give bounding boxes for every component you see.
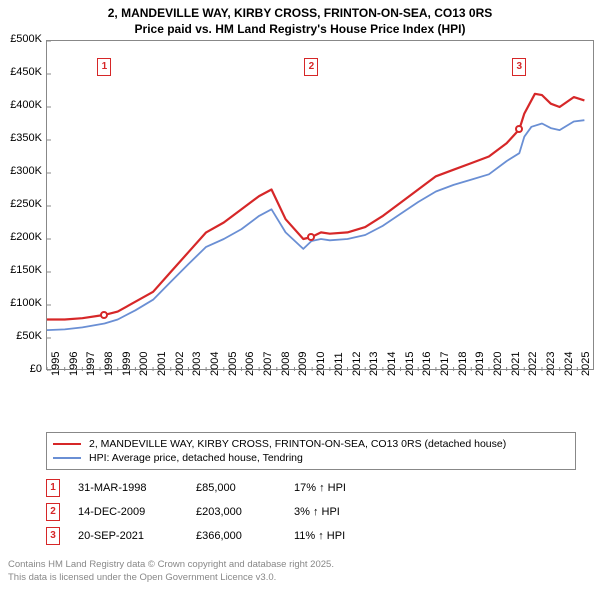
chart-marker-dot-2	[307, 233, 315, 241]
legend: 2, MANDEVILLE WAY, KIRBY CROSS, FRINTON-…	[46, 432, 576, 470]
y-tick-label: £0	[0, 363, 42, 375]
sale-diff: 3% ↑ HPI	[294, 506, 576, 518]
sale-marker: 3	[46, 527, 60, 545]
x-tick-label: 2007	[262, 352, 274, 376]
y-tick-label: £350K	[0, 132, 42, 144]
x-tick-label: 2022	[527, 352, 539, 376]
y-tick-label: £450K	[0, 66, 42, 78]
sales-table: 1 31-MAR-1998 £85,000 17% ↑ HPI 2 14-DEC-2009…	[46, 476, 576, 548]
x-tick-label: 1997	[85, 352, 97, 376]
footer-attribution: Contains HM Land Registry data © Crown c…	[8, 559, 334, 584]
x-tick-label: 2000	[138, 352, 150, 376]
legend-item: HPI: Average price, detached house, Tend…	[53, 451, 569, 465]
x-tick-label: 2005	[227, 352, 239, 376]
chart-title: 2, MANDEVILLE WAY, KIRBY CROSS, FRINTON-…	[0, 0, 600, 41]
footer-line2: This data is licensed under the Open Gov…	[8, 572, 334, 584]
sale-date: 14-DEC-2009	[78, 506, 178, 518]
sale-price: £366,000	[196, 530, 276, 542]
x-tick-label: 2018	[457, 352, 469, 376]
y-tick-label: £400K	[0, 99, 42, 111]
sale-diff: 17% ↑ HPI	[294, 482, 576, 494]
series-hpi	[47, 120, 584, 330]
x-tick-label: 2013	[368, 352, 380, 376]
x-tick-label: 2024	[563, 352, 575, 376]
sale-date: 20-SEP-2021	[78, 530, 178, 542]
y-tick-label: £100K	[0, 297, 42, 309]
y-tick-label: £50K	[0, 330, 42, 342]
chart-area: 1 2 3 £0 £50K £100K £150K £200K £250K £300K £350K…	[0, 40, 600, 400]
x-tick-label: 2019	[474, 352, 486, 376]
x-tick-label: 2008	[280, 352, 292, 376]
x-tick-label: 2010	[315, 352, 327, 376]
sale-row: 1 31-MAR-1998 £85,000 17% ↑ HPI	[46, 476, 576, 500]
x-tick-label: 2006	[244, 352, 256, 376]
x-tick-label: 2020	[492, 352, 504, 376]
legend-label: 2, MANDEVILLE WAY, KIRBY CROSS, FRINTON-…	[89, 438, 506, 450]
x-tick-label: 1996	[68, 352, 80, 376]
x-tick-label: 2016	[421, 352, 433, 376]
x-tick-label: 2025	[580, 352, 592, 376]
title-line2: Price paid vs. HM Land Registry's House …	[10, 22, 590, 38]
footer-line1: Contains HM Land Registry data © Crown c…	[8, 559, 334, 571]
x-tick-label: 2015	[404, 352, 416, 376]
x-tick-label: 2023	[545, 352, 557, 376]
legend-swatch	[53, 457, 81, 459]
chart-marker-dot-3	[515, 125, 523, 133]
sale-date: 31-MAR-1998	[78, 482, 178, 494]
y-tick-label: £500K	[0, 33, 42, 45]
chart-marker-box-2: 2	[304, 58, 318, 76]
title-line1: 2, MANDEVILLE WAY, KIRBY CROSS, FRINTON-…	[10, 6, 590, 22]
plot-svg	[47, 41, 595, 371]
x-tick-label: 2012	[351, 352, 363, 376]
chart-marker-dot-1	[100, 311, 108, 319]
sale-row: 3 20-SEP-2021 £366,000 11% ↑ HPI	[46, 524, 576, 548]
plot-region: 1 2 3	[46, 40, 594, 370]
x-tick-label: 2011	[333, 352, 345, 376]
legend-swatch	[53, 443, 81, 445]
y-tick-label: £150K	[0, 264, 42, 276]
x-tick-label: 2002	[174, 352, 186, 376]
x-tick-label: 1995	[50, 352, 62, 376]
x-tick-label: 2001	[156, 352, 168, 376]
x-tick-label: 2017	[439, 352, 451, 376]
sale-row: 2 14-DEC-2009 £203,000 3% ↑ HPI	[46, 500, 576, 524]
legend-label: HPI: Average price, detached house, Tend…	[89, 452, 303, 464]
sale-marker: 1	[46, 479, 60, 497]
sale-marker: 2	[46, 503, 60, 521]
y-tick-label: £300K	[0, 165, 42, 177]
y-tick-label: £200K	[0, 231, 42, 243]
x-tick-label: 2003	[191, 352, 203, 376]
x-tick-label: 1999	[121, 352, 133, 376]
x-tick-label: 2014	[386, 352, 398, 376]
x-tick-label: 1998	[103, 352, 115, 376]
x-tick-label: 2021	[510, 352, 522, 376]
x-tick-label: 2009	[297, 352, 309, 376]
sale-diff: 11% ↑ HPI	[294, 530, 576, 542]
x-tick-label: 2004	[209, 352, 221, 376]
y-tick-label: £250K	[0, 198, 42, 210]
chart-marker-box-3: 3	[512, 58, 526, 76]
chart-marker-box-1: 1	[97, 58, 111, 76]
legend-item: 2, MANDEVILLE WAY, KIRBY CROSS, FRINTON-…	[53, 437, 569, 451]
sale-price: £203,000	[196, 506, 276, 518]
series-price_paid	[47, 94, 584, 320]
sale-price: £85,000	[196, 482, 276, 494]
